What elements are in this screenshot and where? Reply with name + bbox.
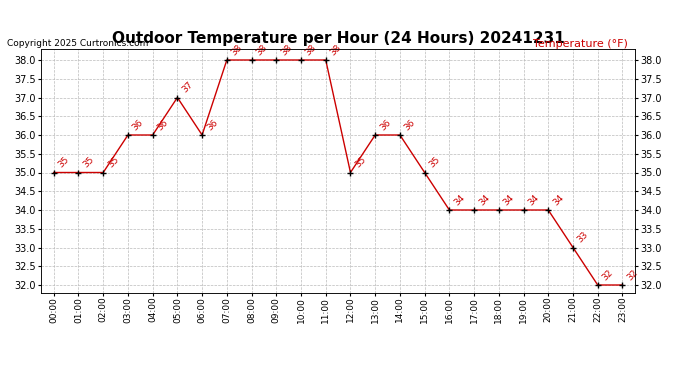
Text: 34: 34 bbox=[526, 193, 541, 207]
Title: Outdoor Temperature per Hour (24 Hours) 20241231: Outdoor Temperature per Hour (24 Hours) … bbox=[112, 31, 564, 46]
Text: 34: 34 bbox=[551, 193, 565, 207]
Text: 38: 38 bbox=[304, 43, 318, 57]
Text: 35: 35 bbox=[106, 155, 121, 170]
Text: 36: 36 bbox=[155, 118, 170, 132]
Text: 35: 35 bbox=[81, 155, 96, 170]
Text: 35: 35 bbox=[353, 155, 368, 170]
Text: 38: 38 bbox=[328, 43, 343, 57]
Text: 34: 34 bbox=[452, 193, 466, 207]
Text: 34: 34 bbox=[477, 193, 491, 207]
Text: 35: 35 bbox=[57, 155, 71, 170]
Text: 34: 34 bbox=[502, 193, 516, 207]
Text: 38: 38 bbox=[279, 43, 293, 57]
Text: 36: 36 bbox=[205, 118, 219, 132]
Text: 32: 32 bbox=[600, 268, 615, 282]
Text: 36: 36 bbox=[130, 118, 145, 132]
Text: 35: 35 bbox=[427, 155, 442, 170]
Text: 38: 38 bbox=[255, 43, 269, 57]
Text: 36: 36 bbox=[378, 118, 393, 132]
Text: 32: 32 bbox=[625, 268, 640, 282]
Text: Copyright 2025 Curtronics.com: Copyright 2025 Curtronics.com bbox=[7, 39, 148, 48]
Text: 36: 36 bbox=[403, 118, 417, 132]
Text: Temperature (°F): Temperature (°F) bbox=[533, 39, 628, 50]
Text: 33: 33 bbox=[575, 230, 590, 245]
Text: 38: 38 bbox=[230, 43, 244, 57]
Text: 37: 37 bbox=[180, 80, 195, 95]
